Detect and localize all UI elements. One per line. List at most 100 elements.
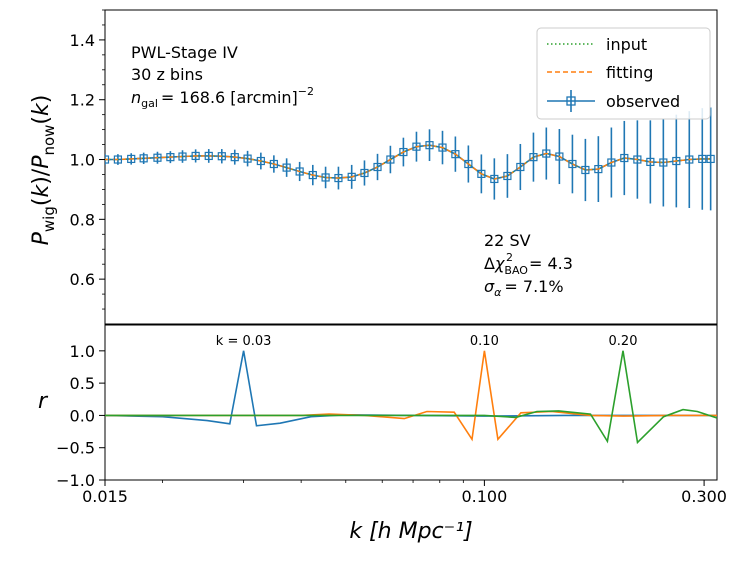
bottom-ytick-label: −0.5 [56,439,95,458]
bottom-ytick-label: 0.0 [70,406,95,425]
top-y-axis-label: Pwig(k)/Pnow(k) [29,95,58,246]
observed-marker [412,142,421,151]
legend-input-label: input [606,35,647,54]
observed-marker [139,154,148,163]
observed-marker [594,164,603,174]
ngal-exponent: −2 [298,85,314,98]
observed-marker [308,170,317,180]
observed-marker [503,171,512,181]
x-axis-label: k [h Mpc⁻¹] [349,519,472,544]
observed-marker [451,150,460,159]
chi2-label: ΔχBAO2 = 4.3 [484,251,573,277]
observed-marker [706,154,715,164]
observed-marker [217,152,226,161]
xtick-label: 0.100 [461,487,507,506]
observed-marker [204,151,213,161]
bottom-x-ticks: 0.015 0.100 0.300 [82,480,727,506]
observed-marker [347,172,356,181]
observed-marker [399,147,408,157]
legend-observed-label: observed [606,92,680,111]
annotation-left: PWL-Stage IV 30 z bins ngal = 168.6 [arcm… [131,43,314,110]
observed-marker [386,155,395,164]
bottom-panel: −1.0 −0.5 0.0 0.5 1.0 0.015 0.100 0.300 k = 0.… [38,324,727,544]
observed-marker [607,158,616,167]
top-ytick-label: 1.2 [70,91,95,110]
observed-marker [646,157,655,167]
correlation-line [105,350,717,427]
observed-marker [178,152,187,161]
observed-marker [105,155,110,164]
observed-marker [243,154,252,163]
observed-marker [516,162,525,172]
observed-marker [555,152,564,161]
bottom-y-ticks: −1.0 −0.5 0.0 0.5 1.0 [56,342,105,490]
xtick-label: 0.300 [681,487,727,506]
observed-marker [191,151,200,161]
sv-label: 22 SV [484,231,531,250]
chi2-value: = 4.3 [529,254,573,273]
observed-marker [360,168,369,178]
observed-marker [269,159,278,169]
legend-fitting-label: fitting [606,63,653,82]
legend-entry-fitting: fitting [547,63,653,82]
top-panel: 0.6 0.8 1.0 1.2 1.4 Pwig(k)/Pnow(k) PWL-Stag… [29,9,718,325]
sigma-value: = 7.1% [504,277,563,296]
top-ytick-label: 0.6 [70,270,95,289]
observed-marker [581,165,590,175]
observed-marker [542,149,551,158]
ngal-value: = 168.6 [arcmin] [161,88,298,107]
legend-box [536,27,711,120]
zbins-label: 30 z bins [131,65,203,84]
top-series [105,107,715,211]
top-ytick-label: 0.8 [70,210,95,229]
xtick-label: 0.015 [82,487,128,506]
observed-marker [464,159,473,169]
survey-label: PWL-Stage IV [131,43,238,62]
bottom-panel-frame [104,324,718,481]
bottom-ytick-label: −1.0 [56,471,95,490]
observed-marker [659,158,668,167]
bottom-series [105,350,717,445]
observed-marker [438,143,447,152]
bottom-ytick-label: 0.5 [70,374,95,393]
observed-marker [127,154,136,164]
peak-labels: k = 0.03 0.10 0.20 [216,334,638,349]
correlation-line [105,350,717,445]
fitting-line [105,144,711,180]
peak-label: 0.20 [609,334,638,349]
observed-marker [490,174,499,184]
bottom-y-axis-label: r [38,389,49,414]
observed-marker [477,169,486,178]
observed-marker [633,155,642,164]
observed-marker [230,153,239,162]
top-panel-frame [104,9,718,325]
legend: input fitting observed [536,27,711,120]
observed-marker [685,155,694,164]
observed-marker [295,167,304,176]
observed-marker [672,156,681,166]
observed-marker [282,163,291,172]
legend-entry-input: input [547,35,647,54]
legend-entry-observed: observed [547,90,680,112]
observed-marker [698,154,707,164]
top-y-ticks: 0.6 0.8 1.0 1.2 1.4 [70,9,105,310]
observed-marker [334,173,343,183]
bottom-ytick-label: 1.0 [70,342,95,361]
ngal-label: ngal = 168.6 [arcmin]−2 [131,85,314,110]
observed-marker [568,159,577,169]
observed-marker [425,141,434,150]
observed-marker [166,153,175,162]
observed-marker [153,153,162,162]
observed-marker [529,153,538,162]
observed-marker [113,155,123,164]
observed-marker [373,162,382,172]
top-ytick-label: 1.4 [70,31,95,50]
observed-marker [321,173,330,182]
peak-label: k = 0.03 [216,334,272,349]
observed-marker [256,156,265,166]
observed-marker [620,153,629,163]
sigma-label: σα = 7.1% [484,277,564,299]
annotation-right: 22 SV ΔχBAO2 = 4.3 σα = 7.1% [484,231,573,299]
legend-observed-marker [566,96,576,106]
